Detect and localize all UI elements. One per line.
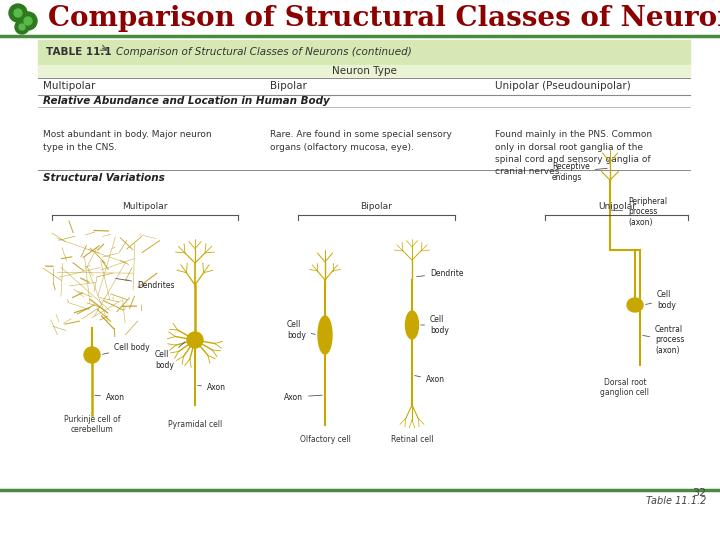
Text: 32: 32 xyxy=(692,488,706,498)
Text: Receptive
endings: Receptive endings xyxy=(552,163,607,181)
Text: Most abundant in body. Major neuron
type in the CNS.: Most abundant in body. Major neuron type… xyxy=(43,130,212,152)
Text: Cell
body: Cell body xyxy=(155,342,185,370)
Circle shape xyxy=(14,9,22,17)
Text: Axon: Axon xyxy=(415,375,445,384)
Text: Dendrite: Dendrite xyxy=(417,268,464,278)
Text: Bipolar: Bipolar xyxy=(270,81,307,91)
Circle shape xyxy=(9,4,27,22)
Bar xyxy=(0,0,720,35)
Text: Dorsal root
ganglion cell: Dorsal root ganglion cell xyxy=(600,377,649,397)
Bar xyxy=(38,78,690,95)
Circle shape xyxy=(24,17,32,25)
Bar xyxy=(38,40,690,502)
Text: Comparison of Structural Classes of Neurons (continued): Comparison of Structural Classes of Neur… xyxy=(116,47,412,57)
Text: Axon: Axon xyxy=(95,393,125,402)
Bar xyxy=(38,40,690,65)
Text: Neuron Type: Neuron Type xyxy=(332,66,397,76)
Text: Cell
body: Cell body xyxy=(420,315,449,335)
Circle shape xyxy=(187,332,203,348)
Text: Rare. Are found in some special sensory
organs (olfactory mucosa, eye).: Rare. Are found in some special sensory … xyxy=(270,130,452,152)
Text: Retinal cell: Retinal cell xyxy=(391,435,433,444)
Text: Axon: Axon xyxy=(284,393,323,402)
Text: Cell
body: Cell body xyxy=(287,320,315,340)
Text: Purkinje cell of
cerebellum: Purkinje cell of cerebellum xyxy=(64,415,120,434)
Text: Structural Variations: Structural Variations xyxy=(43,173,165,183)
Text: Comparison of Structural Classes of Neurons: Comparison of Structural Classes of Neur… xyxy=(48,4,720,31)
Text: Bipolar: Bipolar xyxy=(360,202,392,211)
Text: Pyramidal cell: Pyramidal cell xyxy=(168,420,222,429)
Text: Axon: Axon xyxy=(198,383,226,393)
Text: Multipolar: Multipolar xyxy=(43,81,95,91)
Ellipse shape xyxy=(627,298,643,312)
Text: Found mainly in the PNS. Common
only in dorsal root ganglia of the
spinal cord a: Found mainly in the PNS. Common only in … xyxy=(495,130,652,177)
Circle shape xyxy=(19,24,25,30)
Circle shape xyxy=(84,347,100,363)
Text: Relative Abundance and Location in Human Body: Relative Abundance and Location in Human… xyxy=(43,96,330,106)
Text: Central
process
(axon): Central process (axon) xyxy=(643,325,685,355)
Text: Unipolar: Unipolar xyxy=(598,202,636,211)
Text: Dendrites: Dendrites xyxy=(116,279,174,289)
Text: TABLE 11.1: TABLE 11.1 xyxy=(46,47,112,57)
Text: Cell
body: Cell body xyxy=(646,291,676,310)
Text: Table 11.1.2: Table 11.1.2 xyxy=(646,496,706,506)
Circle shape xyxy=(15,20,29,34)
Ellipse shape xyxy=(405,311,418,339)
Text: Olfactory cell: Olfactory cell xyxy=(300,435,351,444)
Text: Multipolar: Multipolar xyxy=(122,202,168,211)
Circle shape xyxy=(19,12,37,30)
Bar xyxy=(38,65,690,78)
Ellipse shape xyxy=(318,316,332,354)
Text: Unipolar (Pseudounipolar): Unipolar (Pseudounipolar) xyxy=(495,81,631,91)
Text: Peripheral
process
(axon): Peripheral process (axon) xyxy=(611,197,667,227)
Text: Cell body: Cell body xyxy=(103,342,150,354)
